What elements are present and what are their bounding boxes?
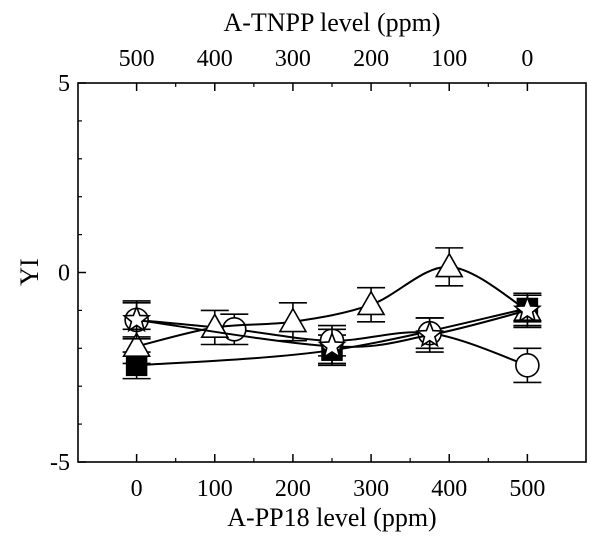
- x2-tick-label: 300: [275, 46, 311, 72]
- y-tick-label: 5: [58, 71, 70, 97]
- x2-tick-label: 0: [521, 46, 533, 72]
- star-marker: [415, 319, 445, 348]
- x-tick-label: 500: [509, 476, 545, 502]
- x2-tick-label: 200: [353, 46, 389, 72]
- top-axis-label: A-TNPP level (ppm): [223, 8, 440, 37]
- x2-tick-label: 100: [431, 46, 467, 72]
- series-layer: [122, 247, 542, 384]
- triangle-marker: [434, 252, 464, 278]
- triangle-marker: [278, 307, 308, 333]
- x-axis-label: A-PP18 level (ppm): [227, 503, 436, 532]
- star-marker: [512, 295, 542, 323]
- triangle-marker: [122, 331, 151, 357]
- plot-frame: [77, 82, 587, 463]
- star-marker: [122, 304, 152, 333]
- x2-tick-label: 500: [119, 46, 155, 72]
- x2-tick-label: 400: [197, 46, 233, 72]
- triangle-marker: [356, 290, 386, 316]
- x-tick-label: 0: [131, 476, 143, 502]
- y-tick-label: 0: [58, 261, 70, 287]
- y-axis-label: YI: [15, 258, 44, 285]
- x-tick-label: 100: [197, 476, 233, 502]
- series-line: [136, 309, 528, 348]
- star-marker: [317, 331, 347, 359]
- circle-marker: [515, 353, 540, 378]
- x-tick-label: 400: [431, 476, 467, 502]
- y-tick-label: -5: [50, 450, 70, 476]
- series-star-open: [122, 292, 542, 365]
- axis-layer: 0 500 100 400 200 300 300 200 400 100 500 0 -5 0 5: [50, 46, 545, 502]
- x-tick-label: 200: [275, 476, 311, 502]
- x-tick-label: 300: [353, 476, 389, 502]
